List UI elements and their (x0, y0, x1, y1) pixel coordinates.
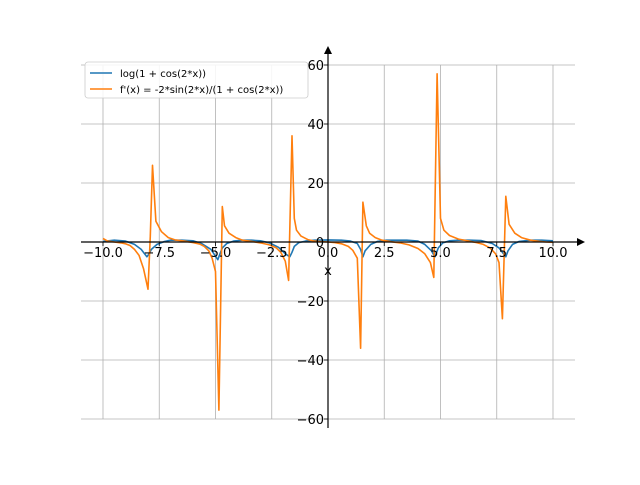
y-tick-label: −60 (297, 413, 324, 428)
legend-box (84, 61, 309, 99)
x-tick-label: −5.0 (200, 246, 232, 261)
x-tick-label: −10.0 (83, 246, 123, 261)
legend-label-series-2: f'(x) = -2*sin(2*x)/(1 + cos(2*x)) (120, 85, 283, 96)
y-tick-label: 0 (316, 236, 324, 251)
x-tick-label: 0.0 (318, 246, 339, 261)
x-axis-label: x (324, 264, 332, 279)
y-tick-label: −20 (297, 295, 324, 310)
x-tick-label: 5.0 (430, 246, 451, 261)
x-tick-label: 10.0 (539, 246, 568, 261)
x-tick-label: 2.5 (374, 246, 395, 261)
y-tick-label: −40 (297, 354, 324, 369)
x-tick-label: 7.5 (486, 246, 507, 261)
y-tick-label: 20 (307, 177, 324, 192)
x-tick-label: −2.5 (256, 246, 288, 261)
legend-label-series-1: log(1 + cos(2*x)) (120, 69, 206, 80)
ticks: −10.0 −7.5 −5.0 −2.5 0.0 2.5 5.0 7.5 10.0 −60 −40 −… (83, 59, 567, 428)
y-tick-label: 40 (307, 118, 324, 133)
y-tick-label: 60 (307, 59, 324, 74)
x-tick-label: −7.5 (143, 246, 175, 261)
x-axis-arrow-icon (577, 238, 585, 246)
legend: log(1 + cos(2*x)) f'(x) = -2*sin(2*x)/(1… (84, 61, 309, 99)
y-axis-arrow-icon (324, 46, 332, 54)
